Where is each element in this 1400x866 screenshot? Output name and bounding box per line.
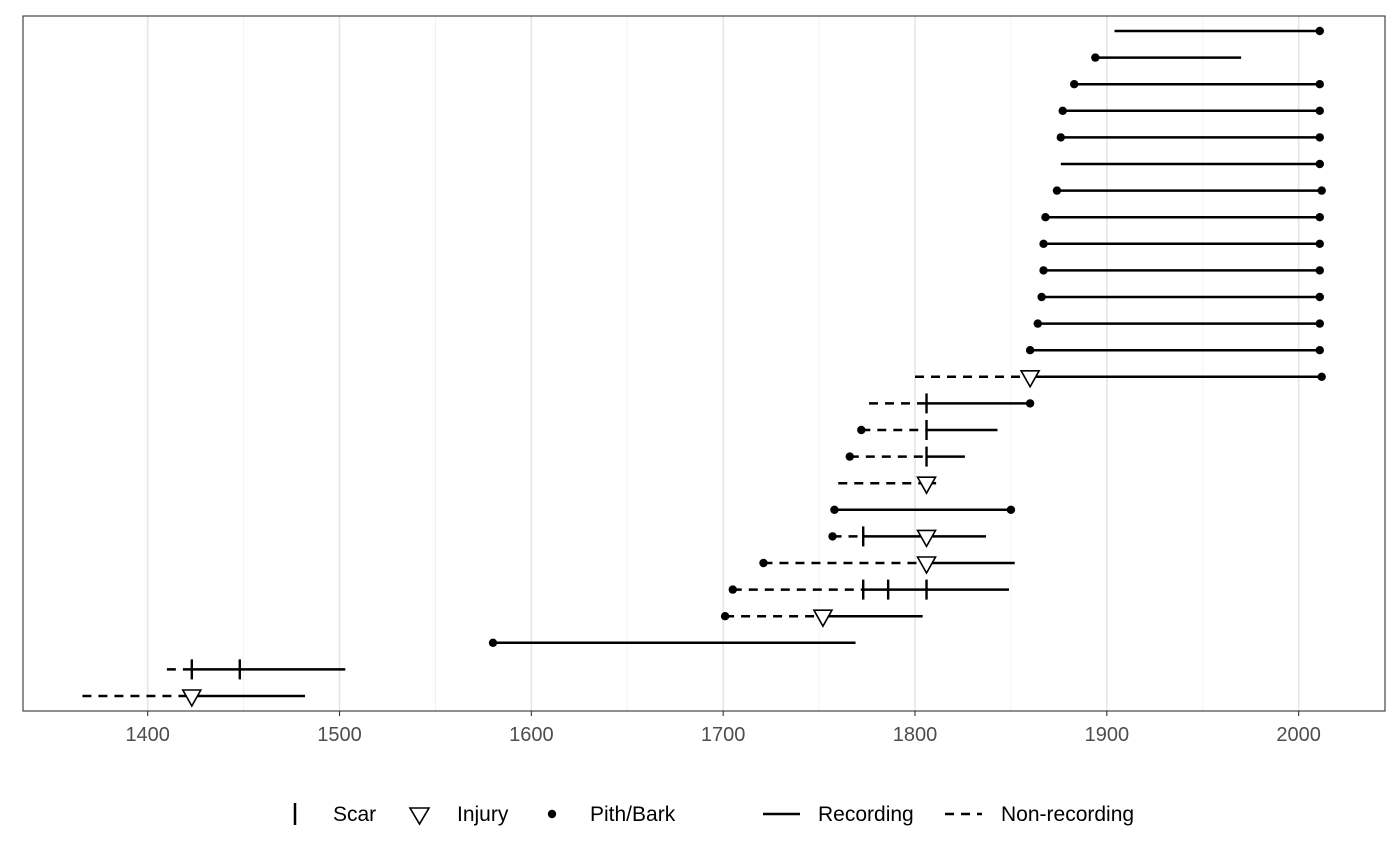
injury-marker <box>916 556 937 575</box>
pith-bark-marker <box>728 585 737 594</box>
grid-lines <box>146 16 1300 711</box>
pith-bark-marker <box>1025 346 1035 355</box>
legend-pith-bark-label: Pith/Bark <box>590 803 676 826</box>
pith-bark-marker <box>1315 26 1324 36</box>
legend-item-scar: Scar <box>293 803 376 826</box>
injury-marker <box>1019 369 1041 389</box>
pith-bark-marker <box>1315 346 1324 355</box>
pith-bark-marker <box>1039 266 1048 275</box>
pith-bark-marker <box>845 452 854 461</box>
legend-item-recording: Recording <box>763 803 914 826</box>
legend-injury-label: Injury <box>457 803 509 826</box>
injury-marker <box>181 689 203 708</box>
legend: Scar Injury Pith/Bark Recording Non-reco… <box>293 803 1134 826</box>
series-row <box>838 476 937 495</box>
legend-scar-label: Scar <box>333 803 376 826</box>
series-layer <box>82 26 1326 708</box>
pith-bark-marker <box>488 638 498 647</box>
pith-bark-marker <box>1315 80 1324 89</box>
pith-bark-marker <box>1315 292 1324 302</box>
series-row <box>1039 239 1324 248</box>
pith-bark-marker <box>1037 292 1046 302</box>
pith-bark-marker <box>1091 53 1100 62</box>
legend-non-recording-label: Non-recording <box>1001 803 1134 826</box>
pith-bark-marker <box>1315 133 1324 142</box>
pith-bark-marker <box>1315 106 1324 116</box>
series-row <box>759 556 1015 575</box>
x-tick-label: 1600 <box>509 724 554 746</box>
series-row <box>1033 319 1324 328</box>
pith-bark-marker <box>1070 80 1079 89</box>
series-row <box>82 689 305 708</box>
series-row <box>1041 213 1324 222</box>
series-row <box>1058 106 1324 116</box>
series-row <box>1039 266 1324 275</box>
legend-pith-bark-symbol <box>547 809 557 819</box>
series-row <box>1056 133 1324 142</box>
injury-marker <box>916 529 937 549</box>
pith-bark-marker <box>1317 186 1326 195</box>
x-tick-label: 1800 <box>893 724 938 746</box>
x-tick-label: 1500 <box>317 724 362 746</box>
x-tick-label: 2000 <box>1276 724 1321 746</box>
series-row <box>828 526 986 549</box>
x-tick-label: 1400 <box>125 724 170 746</box>
pith-bark-marker <box>830 505 839 514</box>
series-row <box>1070 80 1324 89</box>
series-row <box>488 638 856 647</box>
injury-marker <box>812 609 834 628</box>
pith-bark-marker <box>1041 213 1050 222</box>
pith-bark-marker <box>1025 399 1035 408</box>
x-tick-label: 1700 <box>701 724 746 746</box>
pith-bark-marker <box>857 425 866 435</box>
series-row <box>857 420 998 440</box>
series-row <box>845 446 965 467</box>
series-row <box>728 579 1010 600</box>
x-tick-label: 1900 <box>1085 724 1130 746</box>
series-row <box>1037 292 1324 302</box>
series-row <box>868 393 1035 414</box>
series-row <box>166 659 346 680</box>
plot-panel-border <box>22 15 1386 712</box>
series-row <box>1091 53 1242 62</box>
pith-bark-marker <box>1033 319 1042 328</box>
pith-bark-marker <box>759 558 768 568</box>
series-row <box>915 369 1326 389</box>
series-row <box>1060 159 1324 169</box>
series-row <box>720 609 923 628</box>
series-row <box>1114 26 1324 36</box>
pith-bark-marker <box>1056 133 1066 142</box>
pith-bark-marker <box>1315 239 1324 248</box>
legend-injury-symbol <box>408 807 431 826</box>
pith-bark-marker <box>1317 372 1326 381</box>
pith-bark-marker <box>1315 266 1324 275</box>
legend-item-pith-bark: Pith/Bark <box>547 803 676 826</box>
injury-marker <box>916 476 937 495</box>
pith-bark-marker <box>1315 319 1324 328</box>
x-axis: 1400 1500 1600 1700 1800 1900 2000 <box>125 711 1321 746</box>
legend-item-non-recording: Non-recording <box>945 803 1134 826</box>
series-row <box>1052 186 1326 195</box>
pith-bark-marker <box>1052 186 1062 195</box>
pith-bark-marker <box>828 532 837 541</box>
pith-bark-marker <box>1058 106 1067 116</box>
legend-recording-label: Recording <box>818 803 914 826</box>
series-row <box>830 505 1016 514</box>
series-row <box>1025 346 1324 355</box>
pith-bark-marker <box>1315 213 1324 222</box>
pith-bark-marker <box>1315 159 1324 169</box>
pith-bark-marker <box>1039 239 1048 248</box>
legend-item-injury: Injury <box>408 803 509 826</box>
pith-bark-marker <box>1006 505 1016 514</box>
pith-bark-marker <box>720 612 730 621</box>
